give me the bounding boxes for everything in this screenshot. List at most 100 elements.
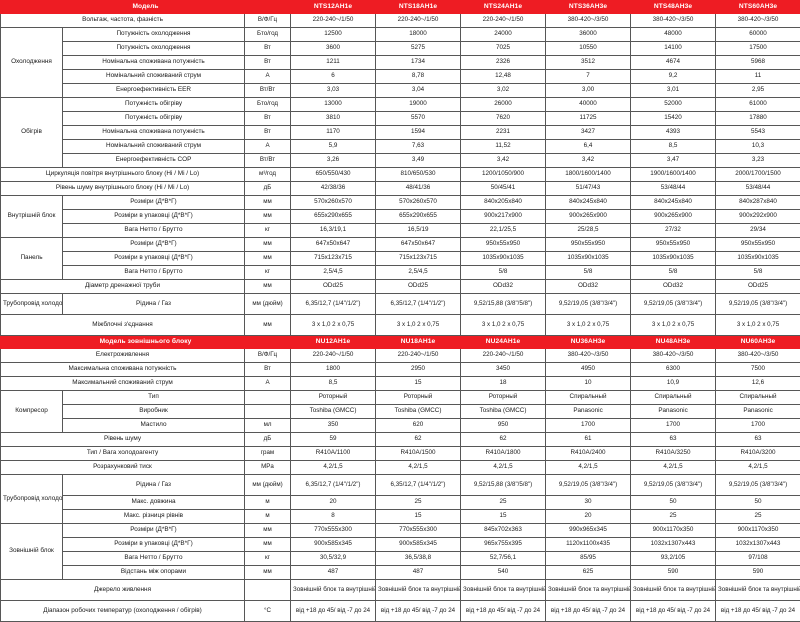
- row-value: 4674: [631, 56, 716, 70]
- row-unit: Вт: [245, 126, 291, 140]
- row-value: 590: [716, 566, 800, 580]
- table-row: Діапазон робочих температур (охолодження…: [1, 601, 800, 622]
- row-value: Toshiba (GMCC): [461, 405, 546, 419]
- row-group-label: Компресор: [1, 391, 63, 433]
- row-value: 220-240~/1/50: [291, 349, 376, 363]
- row-value: 10,9: [631, 377, 716, 391]
- row-value: ODd25: [376, 280, 461, 294]
- row-unit: А: [245, 377, 291, 391]
- row-value: 2,5/4,5: [376, 266, 461, 280]
- indoor-unit-model-2: NTS18AH1e: [376, 1, 461, 14]
- row-value: 1734: [376, 56, 461, 70]
- row-value: 53/48/44: [716, 182, 800, 196]
- outdoor-unit-model-5: NU48AH3e: [631, 336, 716, 349]
- row-value: 51/47/43: [546, 182, 631, 196]
- row-value: 6,35/12,7 (1/4"/1/2"): [291, 294, 376, 315]
- row-unit: мм: [245, 566, 291, 580]
- row-value: Toshiba (GMCC): [291, 405, 376, 419]
- table-row: Циркуляція повітря внутрішнього блоку (H…: [1, 168, 800, 182]
- row-value: 9,52/19,05 (3/8"/3/4"): [546, 475, 631, 496]
- row-value: 3,42: [546, 154, 631, 168]
- indoor-unit-model-3: NTS24AH1e: [461, 1, 546, 14]
- row-param-label: Розміри (Д*В*Г): [63, 238, 245, 252]
- row-value: 5,9: [291, 140, 376, 154]
- row-param-label: Рівень шуму: [1, 433, 245, 447]
- row-value: 12,6: [716, 377, 800, 391]
- row-value: 1700: [716, 419, 800, 433]
- row-unit: [245, 580, 291, 601]
- row-unit: [245, 391, 291, 405]
- row-value: 3427: [546, 126, 631, 140]
- row-param-label: Розміри в упаковці (Д*В*Г): [63, 252, 245, 266]
- row-group-label: Обігрів: [1, 98, 63, 168]
- row-value: 650/550/430: [291, 168, 376, 182]
- row-param-label: Вага Нетто / Брутто: [63, 552, 245, 566]
- row-value: 900x265x900: [546, 210, 631, 224]
- row-value: 950: [461, 419, 546, 433]
- row-value: 570x260x570: [376, 196, 461, 210]
- row-value: 655x290x655: [291, 210, 376, 224]
- outdoor-unit-model-3: NU24AH1e: [461, 336, 546, 349]
- row-value: 25: [376, 496, 461, 510]
- row-value: 52000: [631, 98, 716, 112]
- row-value: 16,3/19,1: [291, 224, 376, 238]
- row-value: 900x585x345: [291, 538, 376, 552]
- row-value: 61: [546, 433, 631, 447]
- row-value: 1170: [291, 126, 376, 140]
- row-unit: дБ: [245, 182, 291, 196]
- row-value: Panasonic: [716, 405, 800, 419]
- table-row: Рівень шуму внутрішнього блоку (Hi / Mi …: [1, 182, 800, 196]
- row-value: 9,2: [631, 70, 716, 84]
- row-param-label: Макс. довжина: [63, 496, 245, 510]
- row-value: Зовнішній блок та внутрішній блок: [546, 580, 631, 601]
- row-param-label: Джерело живлення: [1, 580, 245, 601]
- row-value: R410A/2400: [546, 447, 631, 461]
- outdoor-unit-model-1: NU12AH1e: [291, 336, 376, 349]
- row-value: 25: [461, 496, 546, 510]
- row-value: 810/650/530: [376, 168, 461, 182]
- row-value: 380-420~/3/50: [631, 14, 716, 28]
- row-value: 62: [461, 433, 546, 447]
- row-group-label: Зовнішній блок: [1, 524, 63, 580]
- row-value: 3,26: [291, 154, 376, 168]
- row-value: 845x702x363: [461, 524, 546, 538]
- row-value: 27/32: [631, 224, 716, 238]
- row-value: Toshiba (GMCC): [376, 405, 461, 419]
- row-param-label: Розрахунковий тиск: [1, 461, 245, 475]
- row-value: 14100: [631, 42, 716, 56]
- row-value: 950x55x950: [546, 238, 631, 252]
- row-unit: мм: [245, 252, 291, 266]
- row-value: 20: [291, 496, 376, 510]
- row-value: 3 x 1,0 2 x 0,75: [546, 315, 631, 336]
- row-unit: В/Ф/Гц: [245, 14, 291, 28]
- row-value: Panasonic: [546, 405, 631, 419]
- row-value: Спиральный: [716, 391, 800, 405]
- outdoor-unit-model-2: NU18AH1e: [376, 336, 461, 349]
- row-value: 220-240~/1/50: [376, 14, 461, 28]
- row-value: 840x205x840: [461, 196, 546, 210]
- row-value: 59: [291, 433, 376, 447]
- outdoor-unit-model-4: NU36AH3e: [546, 336, 631, 349]
- row-value: 715x123x715: [291, 252, 376, 266]
- row-value: 3 x 1,0 2 x 0,75: [631, 315, 716, 336]
- row-value: 5/8: [716, 266, 800, 280]
- outdoor-unit-section-label: Модель зовнішнього блоку: [1, 336, 291, 349]
- row-value: 63: [716, 433, 800, 447]
- row-value: 840x245x840: [631, 196, 716, 210]
- row-param-label: Потужність обігріву: [63, 112, 245, 126]
- row-param-label: Вага Нетто / Брутто: [63, 266, 245, 280]
- row-value: 4,2/1,5: [291, 461, 376, 475]
- row-value: 950x55x950: [631, 238, 716, 252]
- row-param-label: Рідина / Газ: [63, 294, 245, 315]
- row-param-label: Потужність обігріву: [63, 98, 245, 112]
